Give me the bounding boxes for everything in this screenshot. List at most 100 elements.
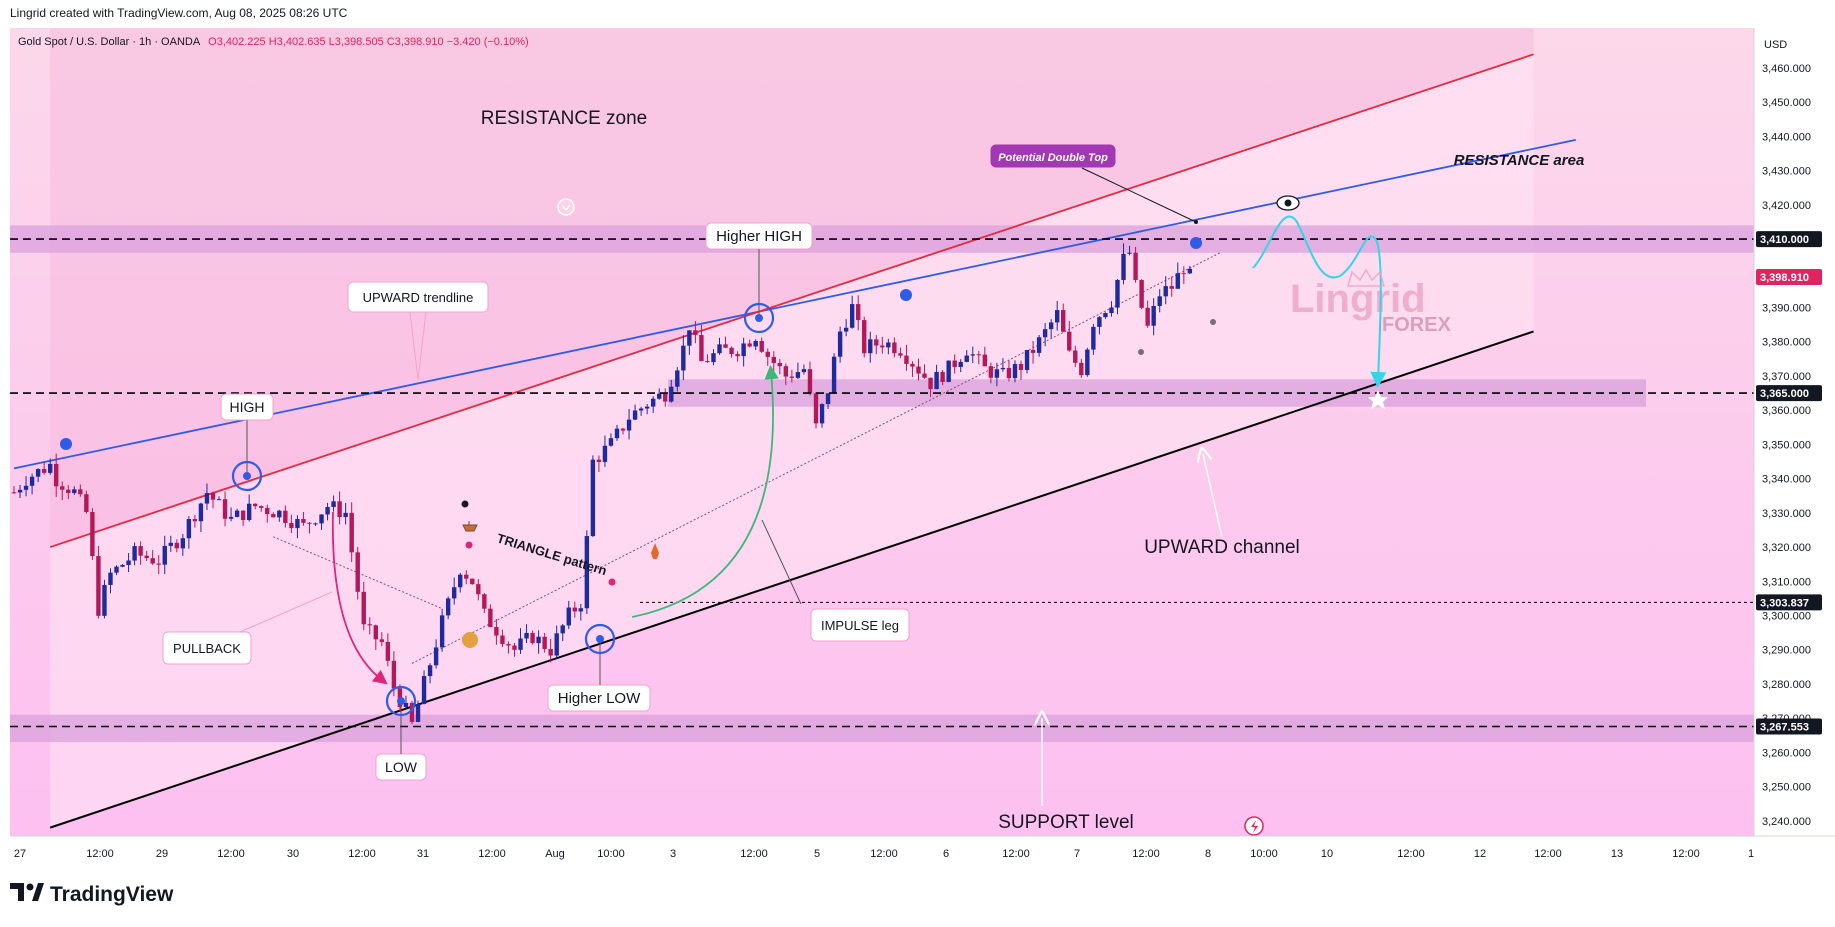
candle <box>910 361 915 377</box>
candle <box>367 617 372 635</box>
candle-body <box>259 506 264 508</box>
candle <box>747 339 752 348</box>
candle <box>433 639 439 669</box>
low-label[interactable]: LOW <box>375 753 427 781</box>
trendline-touch-dot <box>900 289 912 301</box>
candle-body <box>1103 313 1108 318</box>
price-tick: 3,370.000 <box>1762 371 1811 383</box>
triangle-start-dot <box>465 541 473 549</box>
potential-double-top-label[interactable]: Potential Double Top <box>990 144 1116 168</box>
candle <box>72 486 77 495</box>
candle <box>108 568 113 594</box>
price-axis[interactable] <box>1754 28 1835 836</box>
candle-body <box>1175 273 1180 289</box>
candle <box>916 358 921 381</box>
resistance-region-fill <box>50 28 1534 548</box>
candle-body <box>644 406 650 409</box>
candle-body <box>729 347 734 355</box>
candle-body <box>1181 273 1187 275</box>
candle <box>132 542 137 566</box>
time-axis[interactable] <box>10 836 1835 866</box>
candle-body <box>530 632 535 644</box>
level-tag <box>1756 385 1822 402</box>
candle-body <box>892 342 897 354</box>
impulse-leg-label[interactable]: IMPULSE leg <box>810 608 910 642</box>
price-tick: 3,450.000 <box>1762 97 1811 109</box>
time-tick: 8 <box>1205 848 1211 860</box>
price-tick: 3,340.000 <box>1762 474 1811 486</box>
candle <box>216 496 222 501</box>
eye-icon-pupil <box>1284 199 1292 207</box>
time-tick: 10 <box>1321 848 1333 860</box>
candle-body <box>886 342 891 348</box>
candle <box>777 359 783 375</box>
tradingview-brand[interactable]: TradingView <box>10 883 173 907</box>
candle <box>904 344 909 371</box>
candle <box>1109 301 1114 317</box>
candle <box>928 377 933 398</box>
candle <box>451 577 457 605</box>
candle <box>265 504 270 523</box>
candle <box>482 593 487 614</box>
candle-body <box>1085 349 1090 376</box>
candle <box>789 369 795 383</box>
candle <box>373 624 378 650</box>
candle <box>795 362 801 380</box>
candle-body <box>433 647 439 666</box>
candle <box>542 632 547 653</box>
candle <box>886 338 891 355</box>
candle <box>807 361 813 396</box>
tradingview-logo-icon <box>10 883 44 907</box>
candle-body <box>1012 364 1018 379</box>
candle-body <box>789 376 795 378</box>
higher-low-label[interactable]: Higher LOW <box>547 684 651 712</box>
candle-body <box>512 645 517 650</box>
time-tick: 29 <box>156 848 168 860</box>
candle <box>976 351 981 365</box>
crown-icon <box>1347 268 1385 287</box>
pullback-label[interactable]: PULLBACK <box>162 631 252 665</box>
candle-body <box>1024 350 1030 370</box>
candle-body <box>669 386 674 402</box>
candle-body <box>295 519 300 529</box>
candle <box>711 349 716 366</box>
candle <box>922 364 927 379</box>
candle <box>349 502 354 563</box>
higher-high-label[interactable]: Higher HIGH <box>705 222 813 250</box>
pullback-label-box <box>162 631 252 665</box>
candle-body <box>765 351 770 357</box>
candle <box>837 326 843 363</box>
candle <box>464 570 469 585</box>
swing-dot <box>243 472 251 480</box>
candle-body <box>228 516 234 519</box>
candle <box>952 354 957 374</box>
resistance-area-label: RESISTANCE area <box>1454 152 1585 169</box>
candle-body <box>849 304 855 328</box>
trendline-callout <box>409 311 427 381</box>
time-tick: 7 <box>1074 848 1080 860</box>
candle <box>458 572 463 593</box>
candle-body <box>705 361 710 363</box>
candle <box>1061 303 1066 333</box>
candle <box>657 388 662 400</box>
candle <box>723 336 728 348</box>
candle-body <box>301 519 306 523</box>
candle-body <box>590 459 596 537</box>
candle <box>11 486 17 494</box>
high-label-text: HIGH <box>230 399 265 415</box>
candle-body <box>916 366 921 374</box>
candle <box>259 505 264 512</box>
candle-body <box>1054 310 1060 323</box>
upward-trendline-label[interactable]: UPWARD trendline <box>347 281 489 313</box>
candle-body <box>795 372 801 378</box>
candle-body <box>1157 296 1162 307</box>
candle-body <box>699 334 704 362</box>
high-label[interactable]: HIGH <box>220 393 274 421</box>
candle-body <box>1048 322 1054 330</box>
candle <box>90 508 95 560</box>
level-tag <box>1756 718 1822 735</box>
candle <box>84 490 89 514</box>
brand-name: TradingView <box>50 883 174 906</box>
candle-body <box>524 632 529 639</box>
